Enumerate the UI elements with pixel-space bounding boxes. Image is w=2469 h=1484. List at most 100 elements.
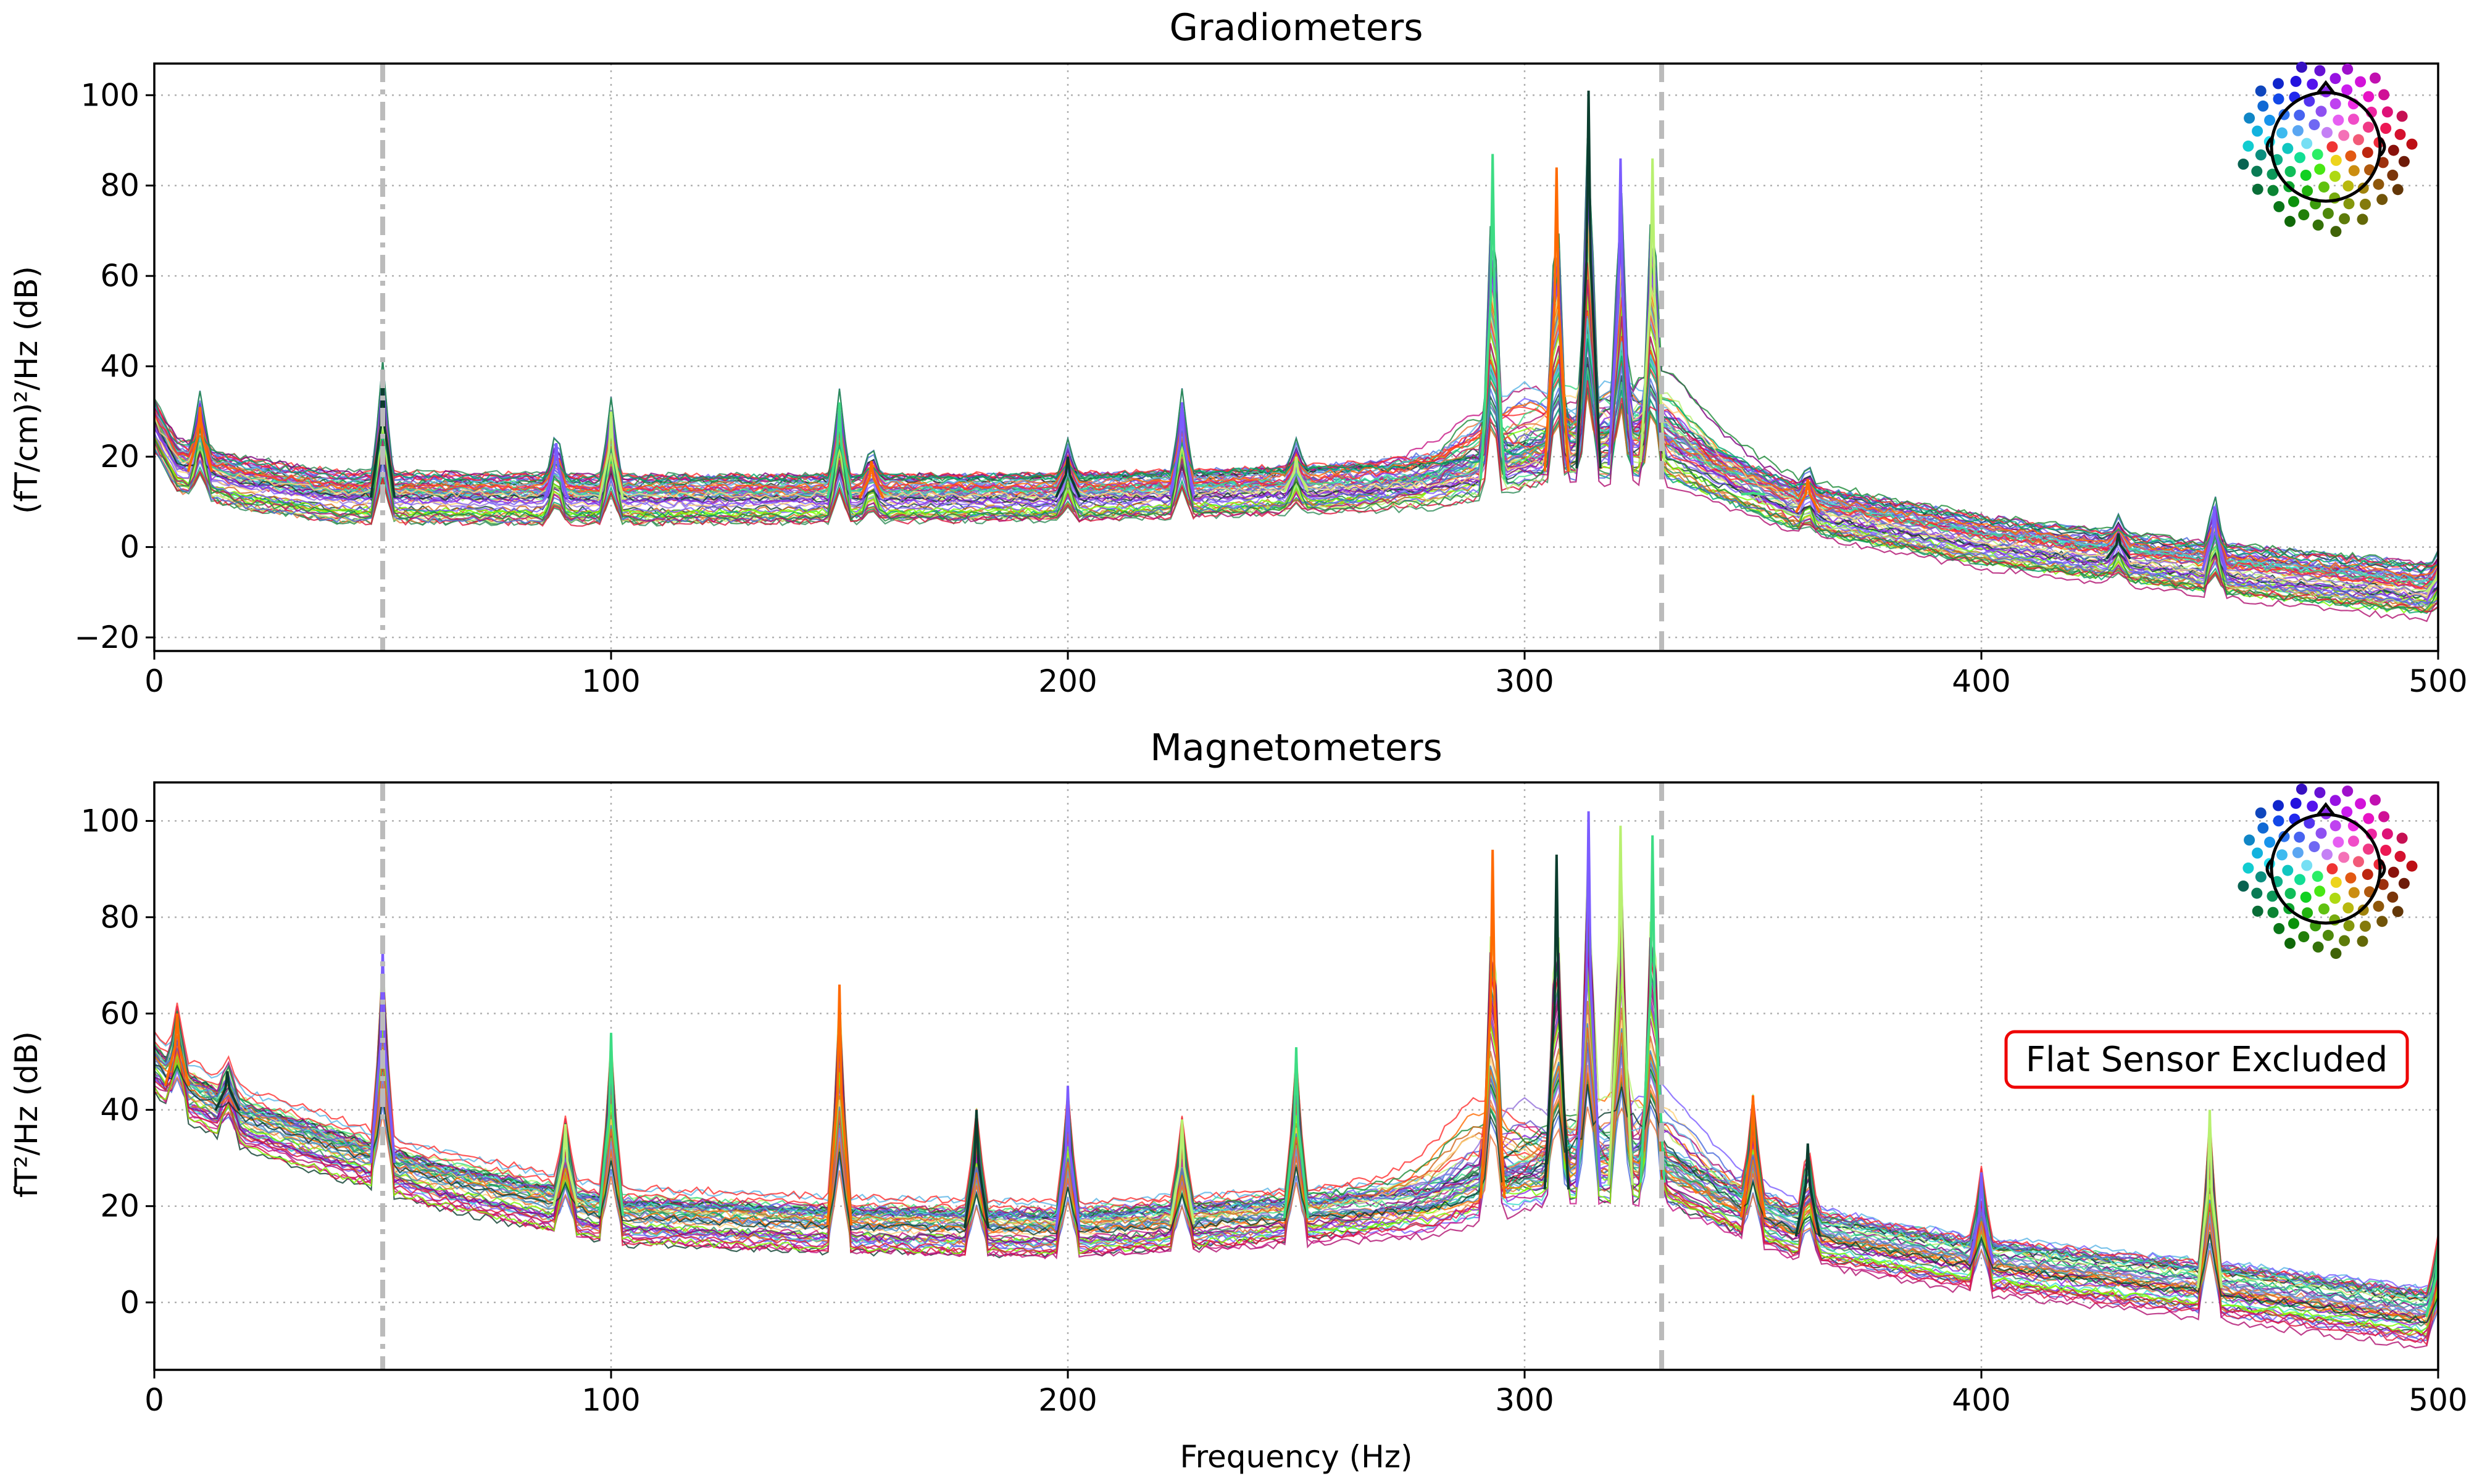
sensor-dot <box>2255 871 2267 883</box>
sensor-dot <box>2348 887 2360 898</box>
sensor-dot <box>2377 157 2389 168</box>
peak-mark <box>2201 506 2228 571</box>
channel-trace <box>154 230 2438 608</box>
sensor-dot <box>2318 903 2330 915</box>
y-tick-label: 100 <box>81 803 139 839</box>
panel-title: Gradiometers <box>1169 6 1423 49</box>
sensor-dot <box>2341 806 2353 818</box>
panel-gradiometers: Gradiometers (fT/cm)²/Hz (dB) 0 100 200 300… <box>9 6 2468 699</box>
channel-trace <box>154 967 2438 1333</box>
peak-mark <box>1739 1095 1767 1218</box>
sensor-dot <box>2252 125 2263 137</box>
sensor-dot <box>2330 226 2342 238</box>
sensor-dot <box>2251 887 2263 899</box>
axes-frame <box>153 62 2439 652</box>
y-tick-label: 0 <box>120 529 139 565</box>
y-tick-label: 60 <box>100 258 139 294</box>
sensor-dot <box>2257 100 2269 112</box>
sensor-dot <box>2284 215 2296 227</box>
sensor-dot <box>2292 847 2304 858</box>
sensor-dot <box>2342 786 2354 797</box>
sensor-dot <box>2392 184 2404 196</box>
peak-mark <box>826 984 853 1226</box>
sensor-dot <box>2282 143 2294 154</box>
peak-mark <box>1283 456 1309 492</box>
sensor-dot <box>2307 800 2318 812</box>
sensor-dot <box>2302 907 2313 919</box>
sensor-dot <box>2380 845 2392 856</box>
sensor-dot <box>2330 892 2341 904</box>
channel-trace <box>154 394 2438 612</box>
channel-trace <box>154 151 2438 590</box>
sensor-dot <box>2373 900 2384 912</box>
sensor-dot <box>2238 881 2249 892</box>
sensor-dot <box>2376 916 2388 927</box>
head-nose <box>2316 80 2336 95</box>
y-axis-label: fT²/Hz (dB) <box>9 1031 44 1198</box>
sensor-dot <box>2345 150 2357 162</box>
y-tick-label: 20 <box>100 1188 139 1224</box>
sensor-dot <box>2307 78 2318 90</box>
sensor-dot <box>2362 869 2373 881</box>
sensor-dot <box>2363 813 2375 824</box>
sensor-dot <box>2343 920 2355 932</box>
sensor-dot <box>2318 181 2330 193</box>
sensor-dot <box>2298 931 2310 943</box>
x-tick-label: 200 <box>1038 1382 1097 1418</box>
sensor-dot <box>2370 72 2381 84</box>
sensor-dot <box>2394 850 2406 862</box>
peak-mark <box>1168 1119 1196 1225</box>
x-axis-label: Frequency (Hz) <box>1180 1439 1412 1475</box>
sensor-dot <box>2255 85 2267 97</box>
y-tick-label: 100 <box>81 77 139 113</box>
sensor-dot <box>2273 815 2284 827</box>
peak-mark <box>1639 158 1666 463</box>
y-tick-label: 0 <box>120 1285 139 1320</box>
panel-magnetometers: Magnetometers fT²/Hz (dB) Frequency (Hz)… <box>9 726 2468 1475</box>
peak-mark <box>1480 154 1506 480</box>
sensor-dot <box>2363 844 2374 855</box>
channel-trace <box>154 1040 2438 1298</box>
channel-trace <box>154 971 2438 1319</box>
sensor-dot <box>2326 141 2338 152</box>
y-tick-label: 20 <box>100 439 139 475</box>
sensor-dot <box>2284 166 2296 177</box>
sensor-dot <box>2309 841 2320 853</box>
peak-mark <box>826 402 853 499</box>
sensor-dot <box>2363 91 2375 102</box>
x-tick-label: 0 <box>144 663 164 699</box>
peak-mark <box>1794 1143 1821 1237</box>
channel-trace <box>154 928 2438 1344</box>
sensor-dot <box>2251 165 2263 177</box>
sensor-dot <box>2284 937 2296 949</box>
peak-mark <box>1607 826 1634 1185</box>
sensor-dot <box>2276 127 2288 139</box>
peak-mark <box>543 442 570 500</box>
sensor-dot <box>2381 106 2393 118</box>
peak-mark <box>597 411 625 500</box>
sensor-dot <box>2398 155 2410 167</box>
sensor-dot <box>2294 831 2305 843</box>
channel-trace <box>154 176 2438 586</box>
ticks: 0 100 200 300 400 500 0 20 40 60 80 100 <box>81 803 2468 1418</box>
channel-trace <box>154 262 2438 581</box>
sensor-dot <box>2353 134 2364 146</box>
sensor-dot <box>2322 929 2334 941</box>
sensor-dot <box>2304 95 2315 107</box>
sensor-dot <box>2314 164 2326 175</box>
sensor-dot <box>2396 110 2408 122</box>
sensor-dot <box>2252 905 2263 917</box>
peak-mark <box>1794 479 1821 513</box>
head-nose <box>2316 802 2336 817</box>
peak-mark <box>2196 1109 2223 1288</box>
sensor-dot <box>2296 783 2307 795</box>
sensor-dot <box>2339 213 2350 225</box>
sensor-dot <box>2330 795 2341 806</box>
channel-trace <box>154 388 2438 613</box>
x-tick-label: 500 <box>2409 1382 2467 1418</box>
axes-frame <box>153 781 2439 1371</box>
peak-mark <box>963 1109 990 1229</box>
peak-mark <box>214 1071 241 1111</box>
